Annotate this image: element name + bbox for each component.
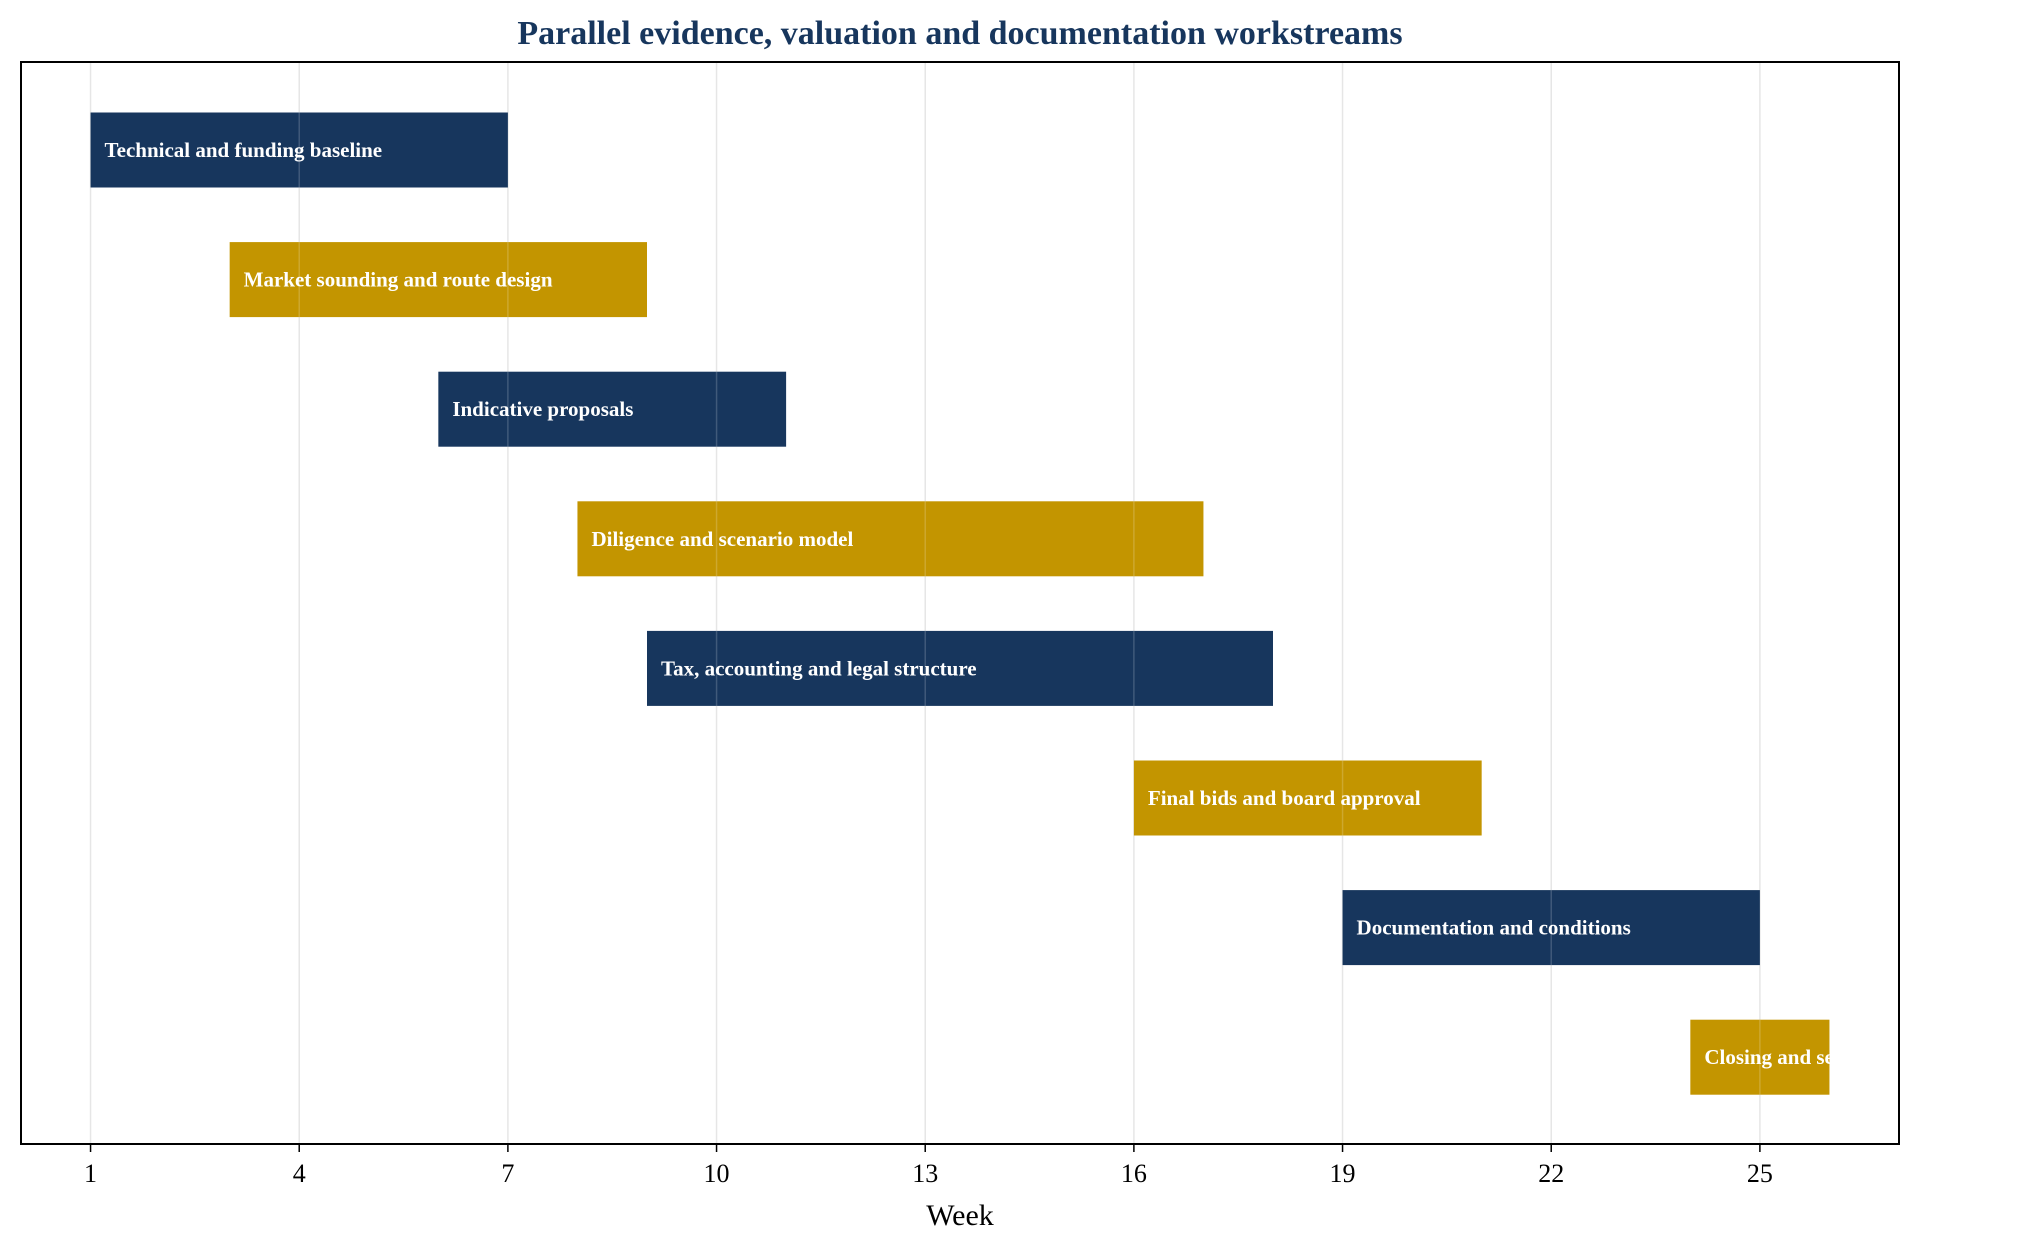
gantt-bar: [1133, 760, 1482, 836]
gantt-bar-label: Market sounding and route design: [244, 268, 553, 292]
gantt-bar-label: Tax, accounting and legal structure: [661, 656, 977, 680]
gantt-bar-label: Technical and funding baseline: [105, 138, 383, 162]
gantt-bar: [90, 112, 508, 188]
gantt-bar: [229, 242, 647, 318]
gantt-bar-label: Indicative proposals: [452, 397, 633, 421]
gantt-bar-label: Documentation and conditions: [1357, 916, 1631, 940]
x-tick-label: 10: [704, 1159, 730, 1188]
gantt-bar-label: Closing and separation: [1704, 1045, 1911, 1069]
gantt-bar-label: Final bids and board approval: [1148, 786, 1421, 810]
gridlines: [89, 62, 1761, 1144]
gantt-bar: [1690, 1019, 1830, 1095]
gantt-bar: [577, 501, 1204, 577]
gantt-bar-label: Diligence and scenario model: [591, 527, 853, 551]
x-tick-label: 16: [1121, 1159, 1147, 1188]
bars: Technical and funding baseline Market sou…: [90, 112, 1911, 1095]
gantt-bar: [438, 371, 787, 447]
x-tick-label: 19: [1330, 1159, 1356, 1188]
chart-title: Parallel evidence, valuation and documen…: [517, 15, 1402, 52]
x-tick-label: 7: [501, 1159, 514, 1188]
x-axis-ticks: 1 4 7 10 13 16 19 22 25: [84, 1144, 1773, 1188]
x-axis-label: Week: [926, 1199, 994, 1232]
x-tick-label: 25: [1747, 1159, 1773, 1188]
plot-frame: [20, 61, 1900, 1145]
x-tick-label: 22: [1538, 1159, 1564, 1188]
x-tick-label: 13: [912, 1159, 938, 1188]
x-tick-label: 1: [84, 1159, 97, 1188]
x-tick-label: 4: [293, 1159, 306, 1188]
gantt-bar: [647, 630, 1273, 706]
gantt-bar: [1342, 890, 1760, 966]
